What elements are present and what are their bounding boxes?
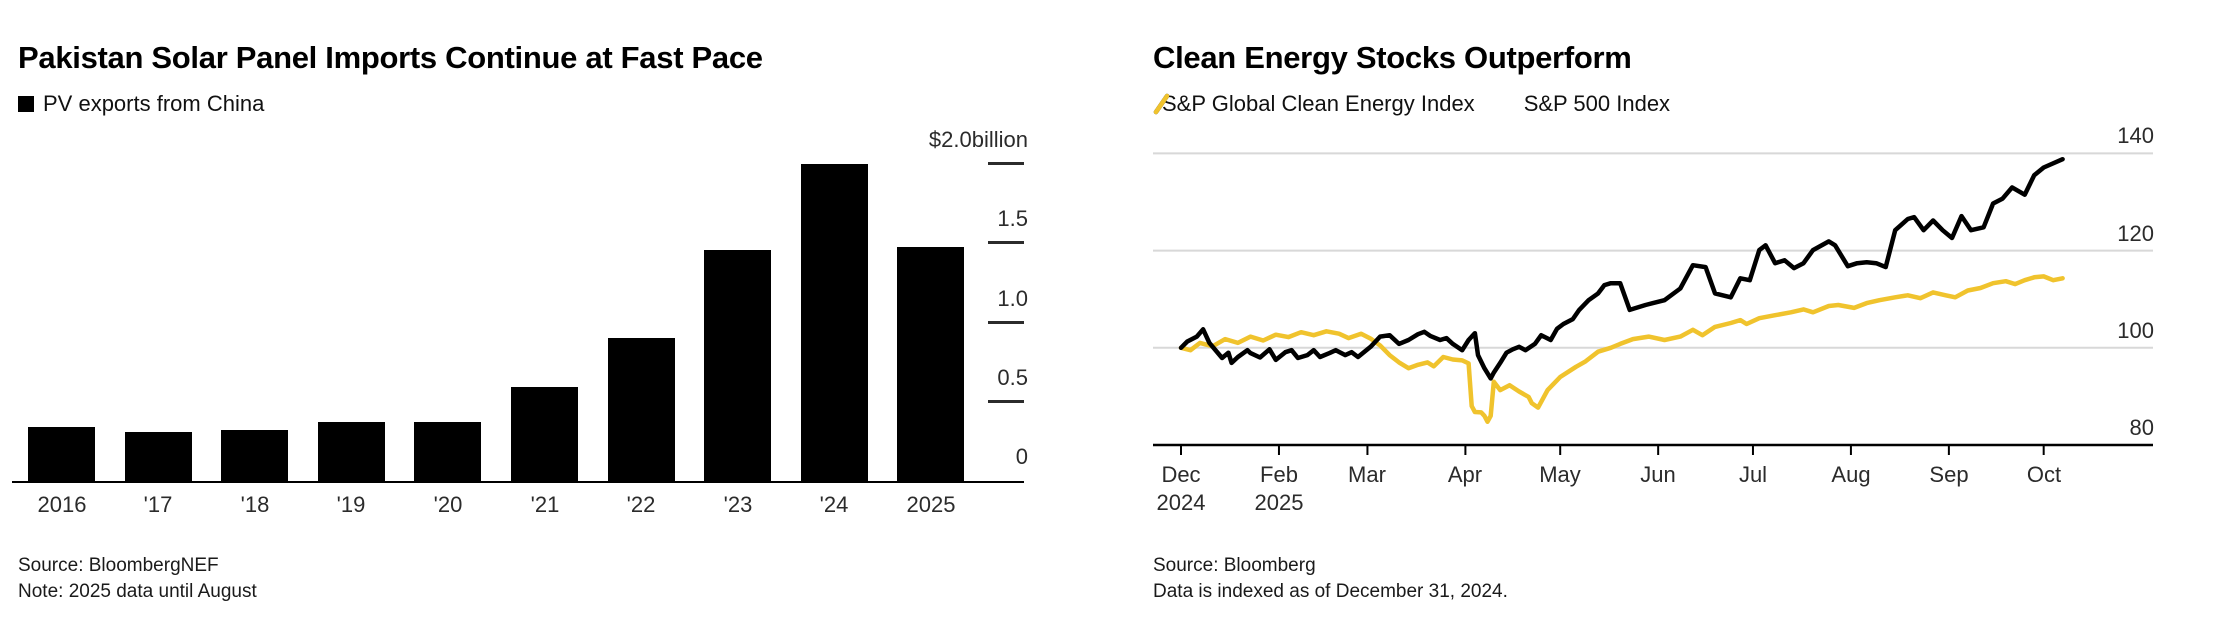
bar-21 — [511, 387, 578, 481]
y-tick-label: 0 — [1015, 444, 1028, 469]
right-y-tick-label: 140 — [2117, 123, 2154, 148]
y-tick-label: 1.0 — [997, 286, 1028, 311]
month-label: Dec — [1161, 462, 1201, 487]
x-tick-label: '19 — [336, 492, 366, 517]
x-tick-label: '20 — [433, 492, 463, 517]
bar-chart-legend: PV exports from China — [18, 91, 265, 116]
bar-23 — [704, 250, 771, 481]
legend-square-swatch — [18, 96, 34, 112]
month-label: Aug — [1831, 462, 1871, 487]
month-label: Apr — [1447, 462, 1483, 487]
right-y-tick-label: 80 — [2129, 415, 2154, 440]
legend-label-sp500: S&P 500 Index — [1523, 91, 1671, 116]
bar-22 — [608, 338, 675, 481]
year-sublabel: 2025 — [1254, 490, 1304, 515]
y-tick-dash — [988, 321, 1024, 324]
source-note-block-2: Source: Bloomberg Data is indexed as of … — [1153, 553, 1508, 605]
year-sublabel: 2024 — [1156, 490, 1206, 515]
x-axis-line — [12, 481, 1024, 483]
y-tick-dash — [988, 400, 1024, 403]
legend-label-clean-energy: S&P Global Clean Energy Index — [1162, 91, 1475, 116]
y-tick-dash — [988, 241, 1024, 244]
x-tick-label: '17 — [143, 492, 173, 517]
month-label: May — [1539, 462, 1581, 487]
month-label: Mar — [1348, 462, 1386, 487]
x-tick-label: 2025 — [906, 492, 956, 517]
month-label: Jul — [1738, 462, 1768, 487]
bar-24 — [801, 164, 868, 481]
x-tick-label: '23 — [723, 492, 753, 517]
bar-19 — [318, 422, 385, 481]
month-label: Jun — [1640, 462, 1676, 487]
y-tick-label: $2.0billion — [928, 127, 1028, 152]
month-label: Sep — [1929, 462, 1969, 487]
x-tick-label: 2016 — [37, 492, 87, 517]
page-title-2: Clean Energy Stocks Outperform — [1153, 40, 1632, 75]
x-tick-label: '22 — [626, 492, 656, 517]
source-text-2: Source: Bloomberg — [1153, 555, 1316, 576]
bar-18 — [221, 430, 288, 481]
bar-20 — [414, 422, 481, 481]
source-text: Source: BloombergNEF — [18, 555, 219, 576]
series-line-clean-energy — [1178, 156, 2065, 381]
bar-2025 — [897, 247, 964, 481]
line-chart-legend: S&P Global Clean Energy Index S&P 500 In… — [1153, 91, 1671, 116]
y-tick-label: 0.5 — [997, 365, 1028, 390]
page-title: Pakistan Solar Panel Imports Continue at… — [18, 40, 763, 75]
month-label: Feb — [1260, 462, 1298, 487]
bar-17 — [125, 432, 192, 481]
month-label: Oct — [2026, 462, 2062, 487]
bar-2016 — [28, 427, 95, 481]
x-tick-label: '21 — [530, 492, 560, 517]
y-tick-dash — [988, 162, 1024, 165]
x-tick-label: '24 — [819, 492, 849, 517]
series-line-sp500 — [1178, 274, 2065, 424]
note-text-2: Data is indexed as of December 31, 2024. — [1153, 581, 1508, 602]
note-text: Note: 2025 data until August — [18, 581, 257, 602]
x-tick-label: '18 — [240, 492, 270, 517]
source-note-block: Source: BloombergNEF Note: 2025 data unt… — [18, 553, 257, 605]
slash-marker-sp500-icon — [1153, 93, 1170, 115]
right-y-tick-label: 120 — [2117, 221, 2154, 246]
legend-label: PV exports from China — [43, 91, 265, 116]
right-y-tick-label: 100 — [2117, 318, 2154, 343]
y-tick-label: 1.5 — [997, 206, 1028, 231]
